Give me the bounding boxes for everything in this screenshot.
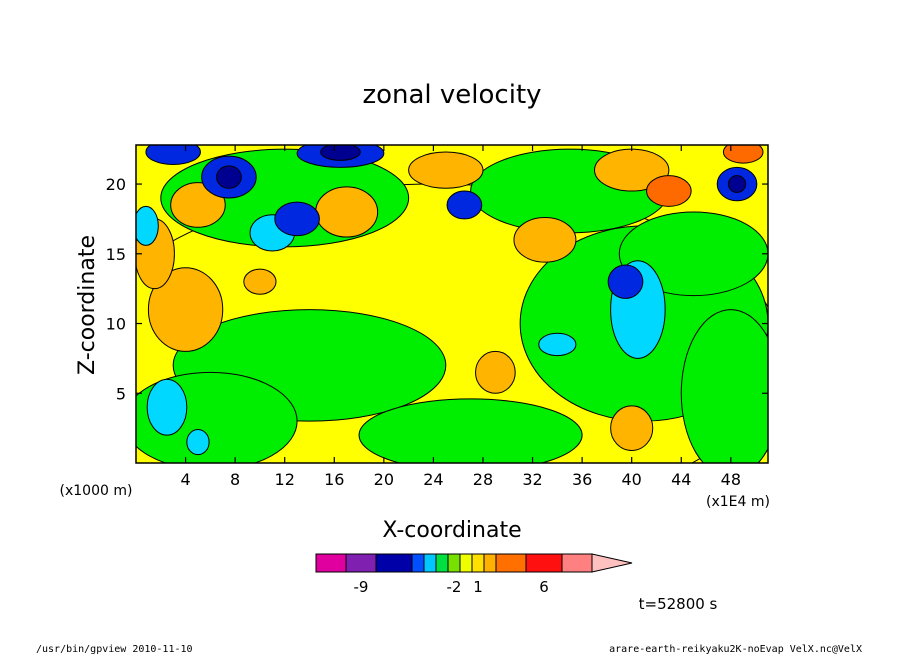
contour-region [358, 398, 583, 463]
x-tick-label: 4 [180, 470, 190, 489]
contour-region [186, 429, 210, 456]
x-tick-label: 48 [721, 470, 741, 489]
contour-region [722, 145, 764, 164]
contour-region [446, 190, 483, 220]
contour-region [274, 201, 320, 237]
colorbar-swatch [471, 553, 485, 573]
velocity-contour-fields [136, 145, 768, 463]
colorbar-swatch [447, 553, 461, 573]
x-tick-label: 12 [275, 470, 295, 489]
colorbar-swatch [375, 553, 413, 573]
colorbar-swatch [315, 553, 347, 573]
colorbar-swatch [459, 553, 473, 573]
x-tick-label: 40 [622, 470, 642, 489]
x-tick-label: 16 [324, 470, 344, 489]
x-tick-label: 28 [473, 470, 493, 489]
colorbar-swatch [345, 553, 377, 573]
colorbar-swatch [411, 553, 425, 573]
y-tick-label: 20 [106, 175, 126, 194]
colorbar-swatch [423, 553, 437, 573]
contour-region [680, 309, 768, 463]
x-tick-label: 32 [522, 470, 542, 489]
chart-title: zonal velocity [362, 80, 541, 110]
footer-left: /usr/bin/gpview 2010-11-10 [36, 644, 193, 654]
y-tick-label: 5 [116, 384, 126, 403]
contour-region [646, 175, 692, 207]
x-tick-label: 36 [572, 470, 592, 489]
contour-region [145, 145, 201, 166]
footer-right: arare-earth-reikyaku2K-noEvap_VelX.nc@Ve… [609, 644, 862, 654]
z-unit-label: (x1000 m) [60, 483, 133, 499]
colorbar-label: 1 [473, 578, 483, 596]
contour-region [538, 332, 577, 357]
colorbar-swatch [525, 553, 563, 573]
colorbar-arrow [591, 553, 633, 573]
colorbar: -9 -2 1 6 [315, 553, 633, 596]
x-axis-ticks: 4 8 12 16 20 24 28 32 36 40 44 48 [180, 145, 741, 489]
contour-region [727, 175, 747, 193]
colorbar-label: -2 [447, 578, 462, 596]
plot-frame [135, 144, 769, 464]
colorbar-swatch [561, 553, 593, 573]
x-tick-label: 8 [230, 470, 240, 489]
x-unit-label: (x1E4 m) [706, 494, 770, 510]
colorbar-swatch [495, 553, 527, 573]
y-tick-label: 10 [106, 315, 126, 334]
contour-region [243, 268, 277, 295]
x-tick-label: 20 [374, 470, 394, 489]
contour-region [146, 378, 188, 436]
colorbar-label: 6 [539, 578, 549, 596]
y-axis-ticks: 5 10 15 20 [106, 175, 768, 403]
contour-region [607, 264, 644, 299]
contour-region [147, 267, 224, 352]
contour-region [408, 151, 484, 189]
x-tick-label: 44 [671, 470, 691, 489]
colorbar-swatch [435, 553, 449, 573]
contour-region [610, 405, 654, 451]
contour-region [475, 350, 516, 394]
y-axis-label: Z-coordinate [75, 235, 100, 375]
colorbar-swatch [483, 553, 497, 573]
x-tick-label: 24 [423, 470, 443, 489]
y-tick-label: 15 [106, 245, 126, 264]
contour-region [320, 145, 361, 161]
colorbar-label: -9 [354, 578, 369, 596]
contour-region [315, 186, 379, 238]
contour-region [513, 217, 577, 263]
time-label: t=52800 s [639, 595, 718, 613]
contour-region [216, 165, 242, 189]
contour-region [136, 205, 159, 246]
x-axis-label: X-coordinate [382, 518, 521, 543]
